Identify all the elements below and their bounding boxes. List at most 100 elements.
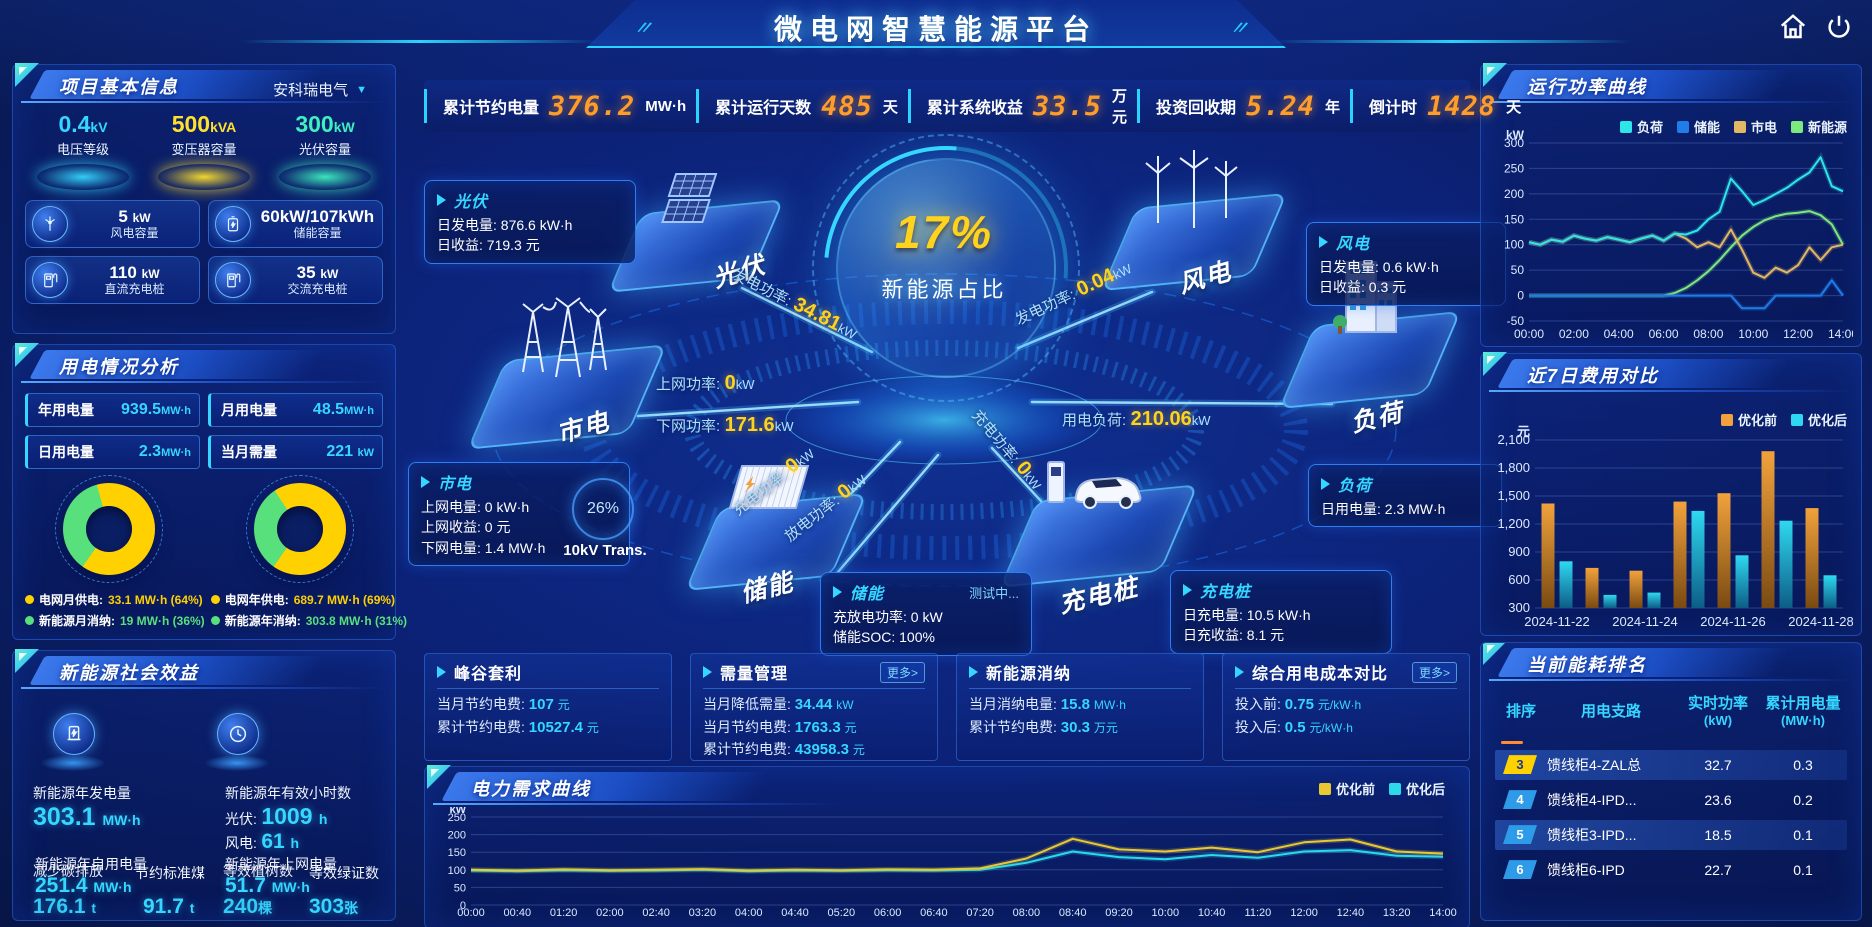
rank-badge: 5 [1503,825,1537,845]
renewable-share-value: 17% [894,206,994,258]
svg-text:900: 900 [1508,544,1530,559]
arrow-icon [437,194,446,206]
svg-text:06:00: 06:00 [874,907,902,919]
total-energy: 0.1 [1793,861,1813,878]
spotlight-stats: 0.4kV 电压等级 500kVA 变压器容量 300kW 光伏容量 [13,105,395,190]
flow-pv-generation: 发电功率: 34.81kW [729,265,859,343]
svg-text:03:20: 03:20 [689,907,717,919]
svg-text:02:40: 02:40 [642,907,670,919]
svg-text:04:00: 04:00 [1604,327,1634,341]
donut-hole [276,506,323,552]
svg-text:200: 200 [448,830,466,842]
panel-header: 近7日费用对比 [1483,352,1855,392]
svg-text:元: 元 [1517,424,1530,439]
svg-text:11:20: 11:20 [1245,907,1272,919]
total-energy: 0.3 [1793,756,1813,773]
table-row[interactable]: 3 馈线柜4-ZAL总 32.7 0.3 [1495,749,1847,780]
panel-cost-compare: 近7日费用对比 优化前 优化后 2,100 1,800 1,500 1,200 900 60… [1480,352,1862,636]
svg-text:10:40: 10:40 [1198,907,1226,919]
panel-social-benefits: 新能源社会效益 新能源年发电量 303.1 MW·h 新能源年有效小时数 光伏:… [12,649,396,921]
svg-text:02:00: 02:00 [1559,327,1589,341]
flow-load-power: 用电负荷: 210.06kW [1062,408,1211,430]
svg-text:kW: kW [450,807,467,816]
wind-info-box: 风电 日发电量: 0.6 kW·h 日收益: 0.3 元 [1306,222,1506,306]
svg-text:14:00: 14:00 [1429,907,1457,919]
year-supply-donut [245,475,354,583]
svg-text:00:00: 00:00 [1514,327,1544,341]
card-storage-capacity: 60kW/107kWh 储能容量 [208,200,383,248]
stat-co2-reduction: 减少碳排放 176.1 t [33,863,103,918]
transmission-tower-icon [498,282,618,387]
more-button[interactable]: 更多> [1411,661,1457,683]
realtime-power: 22.7 [1704,861,1732,878]
rank-badge: 3 [1503,755,1537,775]
total-energy: 0.1 [1793,826,1813,843]
card-renewable-absorb: 新能源消纳 当月消纳电量: 15.8 MW·h 累计节约电费: 30.3 万元 [956,653,1204,761]
company-dropdown[interactable]: 安科瑞电气 ▼ [265,77,375,102]
panel-header: 项目基本信息 安科瑞电气 ▼ [15,63,389,103]
table-header: 排序 用电支路 实时功率 (kW) 累计用电量 (MW·h) [1505,695,1841,728]
node-label-grid: 市电 [553,407,614,449]
branch-name: 馈线柜4-IPD... [1547,791,1637,808]
kpi-revenue: 累计系统收益 33.5 万元 [907,88,1137,126]
glow-disc [279,164,371,190]
legend-item: 优化前 [1720,410,1777,429]
table-row[interactable]: 4 馈线柜4-IPD... 23.6 0.2 [1495,785,1847,815]
legend-item: 优化后 [1388,779,1445,798]
wind-turbines-icon [1128,128,1248,243]
card-wind-capacity: 5 kW 风电容量 [25,200,200,248]
glow-disc [37,164,129,190]
home-icon[interactable] [1778,12,1808,42]
svg-text:100: 100 [1504,238,1524,252]
svg-text:00:40: 00:40 [504,907,532,919]
capacity-cards: 5 kW 风电容量 60kW/107kWh 储能容量 110 kW 直流充电桩 35 … [13,190,395,304]
panel-corner-icon [1483,63,1507,87]
stat-trees-equivalent: 等效植树数 240棵 [223,863,293,918]
more-button[interactable]: 更多> [879,661,925,683]
panel-project-info: 项目基本信息 安科瑞电气 ▼ 0.4kV 电压等级 500kVA 变压器容量 3… [12,63,396,334]
hours-clock-icon [205,713,269,771]
power-icon[interactable] [1824,12,1854,42]
table-row[interactable]: 6 馈线柜6-IPD 22.7 0.1 [1495,855,1847,885]
stat-pv-capacity: 300kW 光伏容量 [269,111,381,190]
legend-item: 优化前 [1318,779,1375,798]
realtime-power: 32.7 [1704,756,1732,773]
panel-header: 当前能耗排名 [1483,643,1855,681]
panel-corner-icon [15,63,39,87]
battery-icon [215,206,251,242]
node-label-charger: 充电桩 [1056,573,1142,619]
page-title: 微电网智慧能源平台 [773,14,1098,45]
solar-panel-icon [650,168,736,235]
svg-text:12:40: 12:40 [1337,907,1365,919]
node-label-wind: 风电 [1175,257,1236,299]
kpi-saved-energy: 累计节约电量 376.2 MW·h [424,89,696,123]
panel-corner-icon [427,765,451,789]
scroll-indicator [1501,740,1523,744]
svg-text:08:00: 08:00 [1013,907,1041,919]
arrow-icon [1319,236,1328,248]
benefit-cards: 峰谷套利 当月节约电费: 107 元 累计节约电费: 10527.4 元 需量管… [424,653,1470,761]
charger-info-box: 充电桩 日充电量: 10.5 kW·h 日充收益: 8.1 元 [1170,570,1392,654]
panel-title: 项目基本信息 [59,77,179,97]
load-info-box: 负荷 日用电量: 2.3 MW·h [1308,464,1502,528]
svg-text:10:00: 10:00 [1152,907,1180,919]
kpi-countdown: 倒计时 1428 天 [1350,89,1531,123]
panel-title: 电力需求曲线 [471,779,591,799]
svg-text:1,200: 1,200 [1497,516,1530,531]
svg-text:150: 150 [1504,212,1524,226]
legend-item: 负荷 [1619,117,1663,136]
svg-text:00:00: 00:00 [457,907,485,919]
svg-text:04:00: 04:00 [735,907,763,919]
svg-text:02:00: 02:00 [596,907,624,919]
svg-text:08:40: 08:40 [1059,907,1087,919]
svg-text:06:00: 06:00 [1649,327,1679,341]
arrow-icon [969,666,978,678]
ranking-table: 排序 用电支路 实时功率 (kW) 累计用电量 (MW·h) 3 馈线柜4-ZAL总… [1481,683,1861,885]
panel-title: 新能源社会效益 [59,663,199,683]
table-row[interactable]: 5 馈线柜3-IPD... 18.5 0.1 [1495,819,1847,850]
svg-text:0: 0 [460,900,466,912]
panel-corner-icon [15,649,39,673]
legend-item: 新能源 [1790,117,1847,136]
stat-grid-export: 新能源年上网电量 51.7 MW·h [225,856,337,897]
